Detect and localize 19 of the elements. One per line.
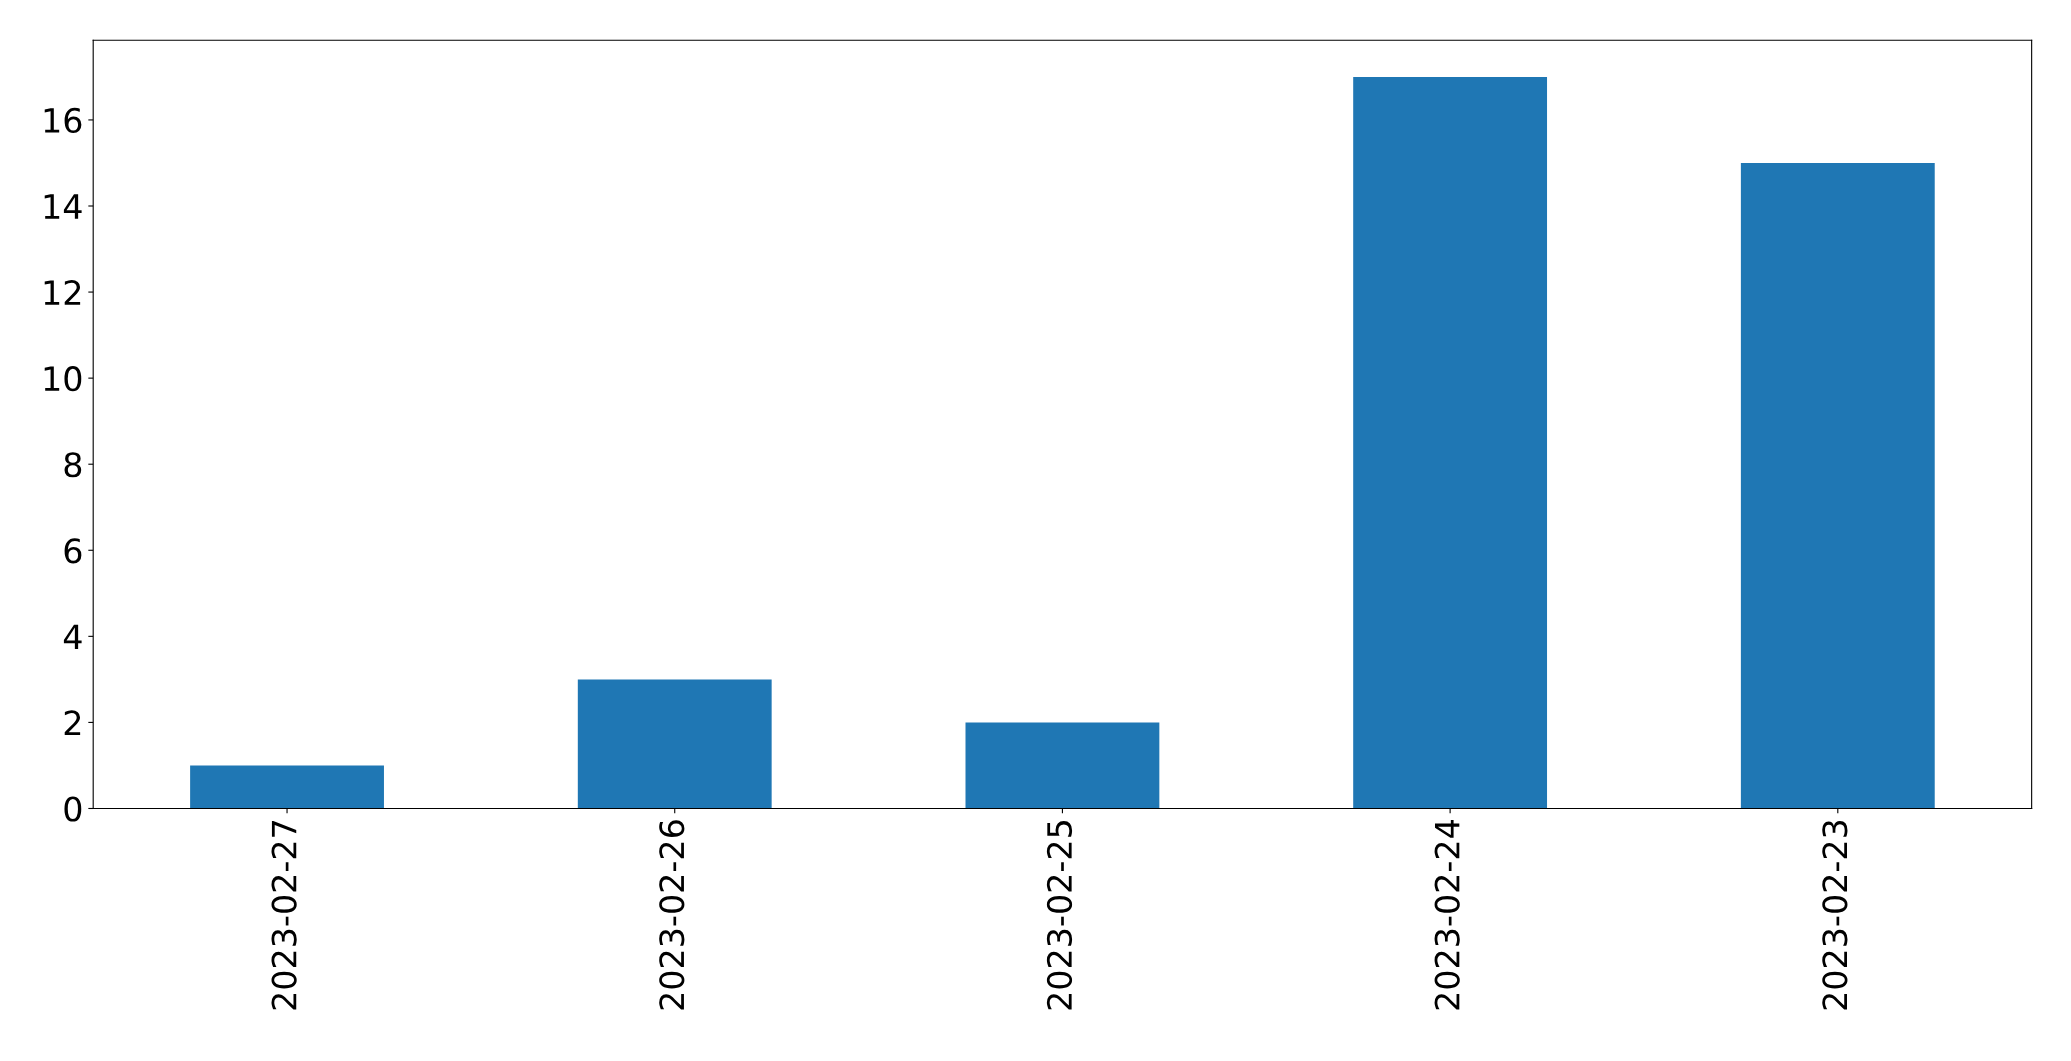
bar bbox=[190, 765, 384, 809]
y-tick-label: 14 bbox=[44, 194, 82, 219]
bar bbox=[577, 679, 772, 809]
x-tick-label: 2023-02-23 bbox=[1822, 820, 1848, 1010]
x-tick-label: 2023-02-26 bbox=[659, 820, 685, 1010]
y-tick-label: 4 bbox=[63, 624, 82, 650]
x-tick-label: 2023-02-27 bbox=[271, 821, 297, 1010]
y-tick-label: 2 bbox=[64, 710, 81, 736]
y-tick-label: 12 bbox=[44, 279, 81, 305]
x-tick-label: 2023-02-24 bbox=[1434, 820, 1460, 1010]
y-tick-label: 0 bbox=[64, 796, 82, 822]
bar bbox=[965, 722, 1160, 809]
y-tick-label: 16 bbox=[44, 107, 82, 134]
y-tick-label: 8 bbox=[64, 452, 82, 478]
y-tick-label: 6 bbox=[64, 538, 82, 564]
y-tick-label: 10 bbox=[44, 366, 82, 392]
bar bbox=[1353, 76, 1548, 809]
x-tick-label: 2023-02-25 bbox=[1046, 821, 1073, 1010]
bar bbox=[1740, 162, 1935, 809]
